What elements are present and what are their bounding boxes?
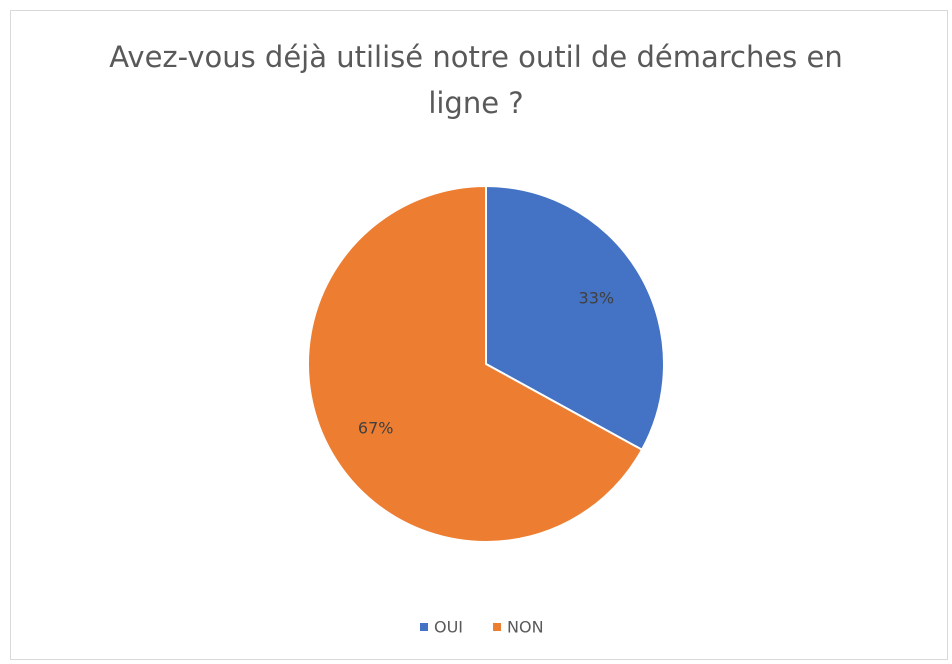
pie-slice bbox=[485, 184, 665, 452]
legend-label: NON bbox=[507, 618, 544, 637]
legend-swatch bbox=[420, 623, 428, 631]
chart-frame bbox=[10, 10, 948, 660]
pie-slice bbox=[307, 184, 644, 543]
chart-title: Avez-vous déjà utilisé notre outil de dé… bbox=[109, 40, 843, 120]
legend-swatch bbox=[493, 623, 502, 631]
data-label: 67% bbox=[358, 419, 394, 438]
data-label: 33% bbox=[579, 288, 615, 307]
legend-label: OUI bbox=[434, 618, 463, 637]
